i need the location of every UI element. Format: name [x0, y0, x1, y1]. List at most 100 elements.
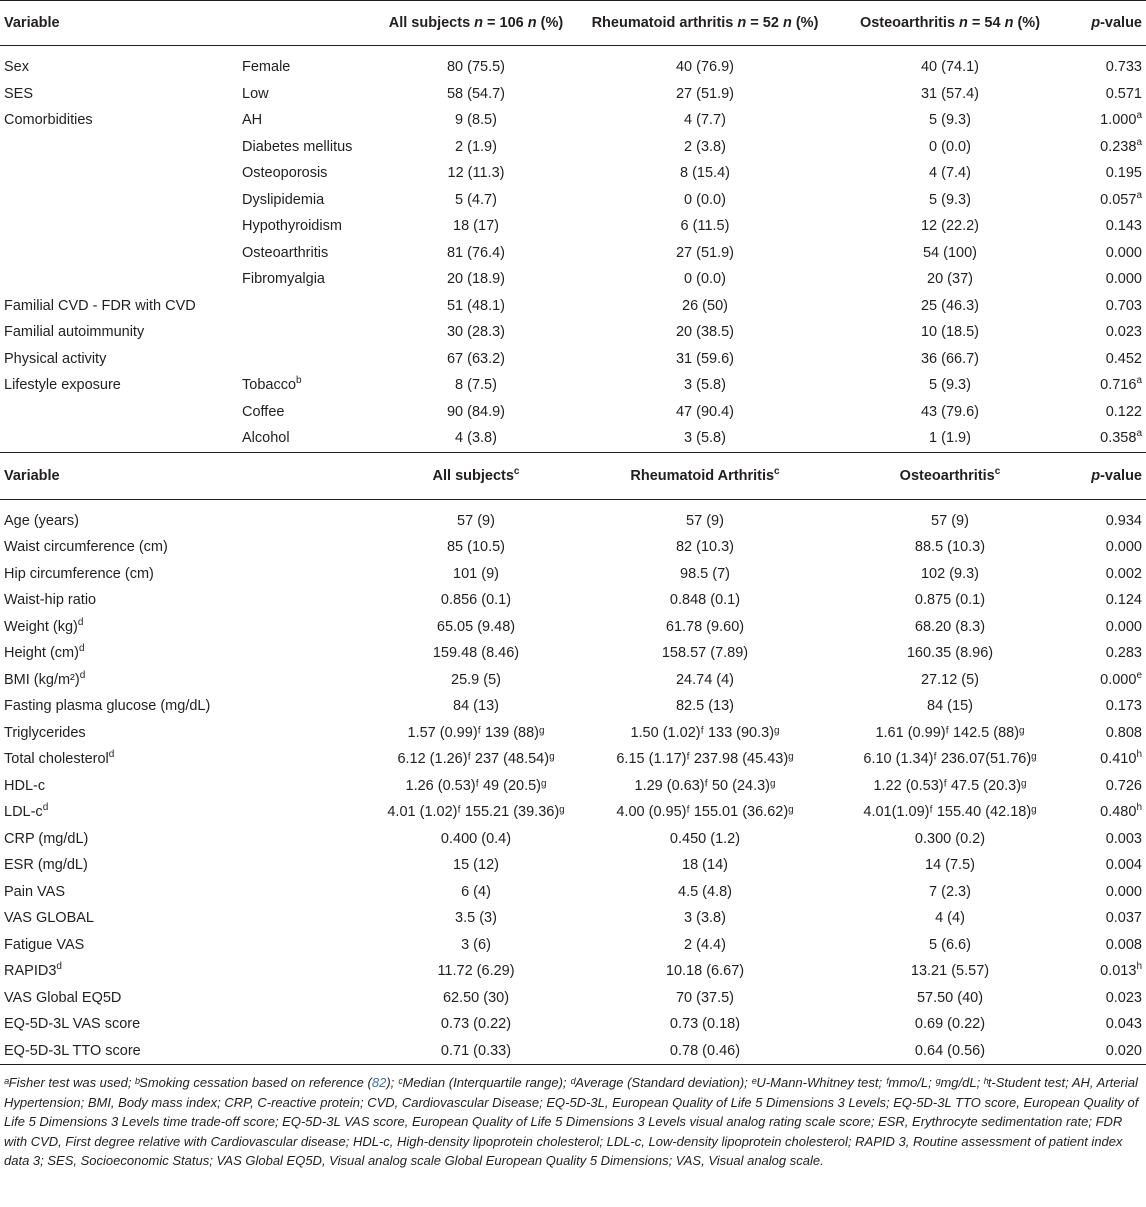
variable-cell: [0, 240, 238, 267]
p-value-cell: 0.195: [1105, 165, 1142, 181]
rheumatoid-arthritis-cell: 4.5 (4.8): [678, 883, 732, 900]
all-subjects-cell: 0.73 (0.22): [440, 1016, 512, 1032]
header-rheumatoid-arthritis: Rheumatoid arthritis n = 52 n (%): [576, 0, 834, 46]
table-row: Hip circumference (cm) 101 (9) 98.5 (7) 102…: [0, 561, 1146, 588]
table-row: Waist circumference (cm) 85 (10.5) 82 (10.…: [0, 534, 1146, 561]
all-subjects-cell: 159.48 (8.46): [432, 645, 520, 661]
rheumatoid-arthritis-cell: 1.50 (1.02)ᶠ 133 (90.3)ᵍ: [630, 724, 780, 741]
p-value-cell: 0.037: [1105, 910, 1142, 926]
table-row: Osteoarthritis 81 (76.4) 27 (51.9) 54 (100)…: [0, 240, 1146, 267]
reference-link[interactable]: 82: [371, 1075, 387, 1090]
p-value-cell: 0.003: [1105, 830, 1142, 847]
subcategory-cell: Fibromyalgia: [242, 271, 325, 287]
variable-cell: Height (cm)d: [4, 643, 85, 661]
table-row: EQ-5D-3L VAS score 0.73 (0.22) 0.73 (0.18)…: [0, 1011, 1146, 1038]
all-subjects-cell: 0.400 (0.4): [440, 830, 512, 847]
rheumatoid-arthritis-cell: 24.74 (4): [675, 671, 735, 688]
table-container: Variable All subjects n = 106 n (%) Rheu…: [0, 0, 1146, 1168]
p-value-cell: 0.571: [1105, 85, 1142, 102]
table-row: Familial CVD - FDR with CVD 51 (48.1) 26 (…: [0, 293, 1146, 320]
all-subjects-cell: 18 (17): [453, 218, 499, 234]
header-variable: Variable: [0, 452, 376, 500]
header-p-value: p-value: [1066, 452, 1146, 500]
header-rheumatoid-arthritis: Rheumatoid Arthritisc: [576, 452, 834, 500]
all-subjects-cell: 0.71 (0.33): [376, 1037, 576, 1065]
p-value-cell: 0.013h: [1100, 961, 1142, 979]
variable-cell: Familial autoimmunity: [4, 324, 145, 340]
osteoarthritis-cell: 68.20 (8.3): [914, 618, 986, 635]
variable-cell: Familial CVD - FDR with CVD: [4, 297, 196, 314]
osteoarthritis-cell: 160.35 (8.96): [906, 645, 994, 661]
p-value-cell: 0.057a: [1100, 189, 1142, 208]
table-row: Weight (kg)d 65.05 (9.48) 61.78 (9.60) 68.2…: [0, 614, 1146, 641]
subcategory-cell: Alcohol: [238, 425, 376, 453]
p-value-cell: 0.283: [1105, 645, 1142, 661]
table-row: Osteoporosis 12 (11.3) 8 (15.4) 4 (7.4) 0.19…: [0, 160, 1146, 187]
osteoarthritis-cell: 6.10 (1.34)ᶠ 236.07(51.76)ᵍ: [863, 751, 1037, 767]
osteoarthritis-cell: 1.22 (0.53)ᶠ 47.5 (20.3)ᵍ: [873, 777, 1027, 794]
variable-cell: Comorbidities: [4, 112, 93, 128]
osteoarthritis-cell: 0.300 (0.2): [914, 830, 986, 847]
header-osteoarthritis: Osteoarthritisc: [834, 452, 1066, 500]
table-row: SES Low 58 (54.7) 27 (51.9) 31 (57.4) 0.571: [0, 81, 1146, 108]
osteoarthritis-cell: 54 (100): [922, 244, 977, 261]
osteoarthritis-cell: 31 (57.4): [920, 85, 980, 102]
variable-cell: EQ-5D-3L TTO score: [0, 1037, 376, 1065]
header-p-value: p-value: [1066, 0, 1146, 46]
rheumatoid-arthritis-cell: 4 (7.7): [684, 112, 726, 128]
rheumatoid-arthritis-cell: 0.78 (0.46): [576, 1037, 834, 1065]
all-subjects-cell: 2 (1.9): [455, 138, 497, 155]
p-value-cell: 0.023: [1105, 324, 1142, 340]
rheumatoid-arthritis-cell: 31 (59.6): [675, 350, 735, 367]
subcategory-cell: [238, 293, 376, 320]
table-row: Physical activity 67 (63.2) 31 (59.6) 36 (6…: [0, 346, 1146, 373]
table-row: Diabetes mellitus 2 (1.9) 2 (3.8) 0 (0.0) 0.…: [0, 134, 1146, 161]
table-row: Lifestyle exposure Tobaccob 8 (7.5) 3 (5.8)…: [0, 372, 1146, 399]
osteoarthritis-cell: 20 (37): [927, 271, 973, 287]
osteoarthritis-cell: 27.12 (5): [920, 671, 980, 688]
p-value-cell: 0.410h: [1100, 749, 1142, 767]
subcategory-cell: Osteoporosis: [242, 165, 328, 181]
table-row: VAS GLOBAL 3.5 (3) 3 (3.8) 4 (4) 0.037: [0, 905, 1146, 932]
table-header-row: Variable All subjectsc Rheumatoid Arthri…: [0, 452, 1146, 500]
variable-cell: CRP (mg/dL): [4, 830, 89, 847]
table-row: Coffee 90 (84.9) 47 (90.4) 43 (79.6) 0.122: [0, 399, 1146, 426]
p-value-cell: 0.716a: [1100, 375, 1142, 393]
osteoarthritis-cell: 25 (46.3): [920, 297, 980, 314]
all-subjects-cell: 85 (10.5): [446, 539, 506, 555]
rheumatoid-arthritis-cell: 2 (4.4): [684, 936, 726, 953]
p-value-cell: 0.020: [1066, 1037, 1146, 1065]
variable-cell: BMI (kg/m²)d: [4, 669, 86, 688]
rheumatoid-arthritis-cell: 0.73 (0.18): [669, 1016, 741, 1032]
rheumatoid-arthritis-cell: 1.29 (0.63)ᶠ 50 (24.3)ᵍ: [634, 777, 776, 794]
rheumatoid-arthritis-cell: 27 (51.9): [675, 85, 735, 102]
all-subjects-cell: 15 (12): [453, 857, 499, 873]
table-row: Pain VAS 6 (4) 4.5 (4.8) 7 (2.3) 0.000: [0, 879, 1146, 906]
table-row: Total cholesterold 6.12 (1.26)ᶠ 237 (48.5…: [0, 746, 1146, 773]
table-row: RAPID3d 11.72 (6.29) 10.18 (6.67) 13.21 (5.…: [0, 958, 1146, 985]
osteoarthritis-cell: 36 (66.7): [920, 350, 980, 367]
subcategory-cell: Osteoarthritis: [242, 244, 329, 261]
variable-cell: [0, 266, 238, 293]
table-row: Triglycerides 1.57 (0.99)ᶠ 139 (88)ᵍ 1.50 …: [0, 720, 1146, 747]
rheumatoid-arthritis-cell: 26 (50): [682, 297, 728, 314]
osteoarthritis-cell: 88.5 (10.3): [914, 539, 986, 555]
all-subjects-cell: 0.856 (0.1): [440, 592, 512, 608]
variable-cell: RAPID3d: [4, 961, 62, 979]
p-value-cell: 0.934: [1105, 512, 1142, 529]
table-row: Hypothyroidism 18 (17) 6 (11.5) 12 (22.2) 0.…: [0, 213, 1146, 240]
p-value-cell: 0.358a: [1066, 425, 1146, 453]
rheumatoid-arthritis-cell: 82 (10.3): [675, 539, 735, 555]
demographics-table: Variable All subjects n = 106 n (%) Rheu…: [0, 0, 1146, 453]
rheumatoid-arthritis-cell: 47 (90.4): [675, 403, 735, 420]
table-row: Height (cm)d 159.48 (8.46) 158.57 (7.89) 16…: [0, 640, 1146, 667]
osteoarthritis-cell: 4 (7.4): [929, 165, 971, 181]
all-subjects-cell: 4.01 (1.02)ᶠ 155.21 (39.36)ᵍ: [387, 804, 565, 820]
osteoarthritis-cell: 13.21 (5.57): [910, 963, 990, 979]
subcategory-cell: [238, 346, 376, 373]
subcategory-cell: AH: [242, 112, 263, 128]
rheumatoid-arthritis-cell: 18 (14): [682, 857, 728, 873]
osteoarthritis-cell: 7 (2.3): [929, 883, 971, 900]
variable-cell: Sex: [4, 59, 29, 75]
rheumatoid-arthritis-cell: 0.848 (0.1): [669, 592, 741, 608]
